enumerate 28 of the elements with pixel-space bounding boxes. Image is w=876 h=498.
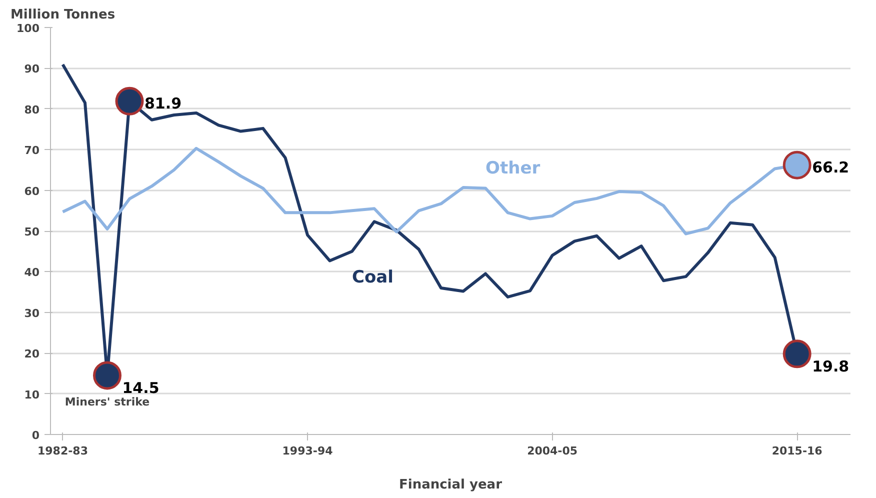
- x-axis-title: Financial year: [398, 478, 503, 492]
- y-tick-label: 40: [24, 266, 40, 280]
- y-axis-title: Million Tonnes: [10, 8, 116, 22]
- x-tick-label: 1982-83: [37, 444, 88, 458]
- annotation: Miners' strike: [64, 395, 150, 408]
- y-tick-label: 0: [32, 429, 40, 442]
- y-tick-label: 80: [24, 103, 40, 116]
- data-label: 66.2: [812, 158, 850, 177]
- point: [92, 361, 122, 390]
- y-tick-label: 90: [24, 62, 40, 76]
- x-tick-label: 2004-05: [527, 444, 578, 458]
- point: [115, 86, 144, 116]
- y-tick-label: 20: [24, 348, 40, 361]
- y-tick-label: 100: [16, 22, 40, 35]
- y-tick-label: 60: [24, 184, 40, 198]
- series-label: Coal: [352, 267, 394, 288]
- y-tick-label: 10: [24, 388, 40, 402]
- y-tick-label: 50: [24, 226, 40, 238]
- y-tick-label: 30: [24, 306, 40, 320]
- data-label: 19.8: [812, 357, 850, 376]
- data-label: 81.9: [144, 94, 182, 113]
- y-tick-label: 70: [24, 144, 40, 158]
- x-tick-label: 2015-16: [772, 444, 823, 458]
- series-label: Other: [486, 158, 541, 178]
- data-label: 14.5: [122, 378, 160, 397]
- x-tick-label: 1993-94: [282, 444, 334, 458]
- point: [782, 150, 812, 180]
- point: [782, 340, 812, 368]
